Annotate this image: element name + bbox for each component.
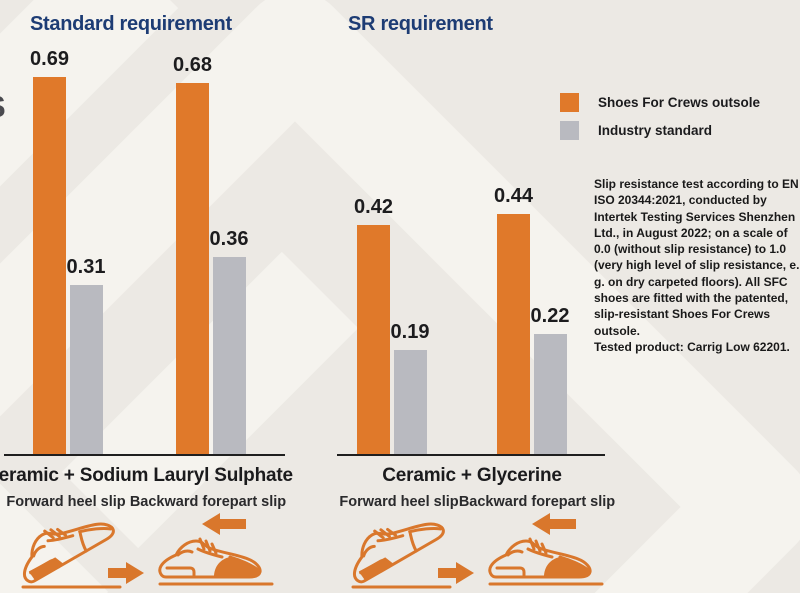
shoe-forward-heel-slip-icon bbox=[350, 512, 474, 589]
chart-title-sr-requirement: SR requirement bbox=[348, 13, 493, 35]
bar-value-label: 0.42 bbox=[354, 196, 393, 218]
chevron-band bbox=[0, 0, 179, 187]
arrow-right-icon bbox=[438, 562, 474, 584]
bar-industry-standard bbox=[69, 285, 103, 454]
note-text: Slip resistance test according to EN ISO… bbox=[594, 176, 800, 355]
forepart-sole-fill bbox=[544, 557, 591, 577]
bar-value-label: 0.31 bbox=[66, 256, 106, 278]
bar-shoes-for-crews bbox=[357, 225, 390, 454]
bar-value-label: 0.19 bbox=[390, 321, 430, 343]
shoe-backward-forepart-slip-icon bbox=[158, 513, 274, 586]
legend-item: Shoes For Crews outsole bbox=[560, 92, 760, 112]
surface-label-sodium-lauryl-sulphate: Ceramic + Sodium Lauryl Sulphate bbox=[0, 465, 293, 486]
shoe-forward-heel-slip-icon bbox=[20, 512, 144, 589]
note-tested-product: Tested product: Carrig Low 62201. bbox=[594, 339, 790, 354]
arrow-right-icon bbox=[108, 562, 144, 584]
test-label-forward-heel-slip: Forward heel slip bbox=[6, 494, 126, 510]
x-axis-line bbox=[4, 454, 285, 456]
bar-shoes-for-crews bbox=[497, 214, 530, 454]
bar-value-label: 0.22 bbox=[530, 305, 570, 327]
bar-value-label: 0.44 bbox=[494, 185, 533, 207]
bar-value-label: 0.69 bbox=[30, 48, 69, 70]
bar-industry-standard bbox=[533, 334, 567, 454]
edge-letter-fragment: S bbox=[0, 89, 6, 125]
legend: Shoes For Crews outsole Industry standar… bbox=[560, 92, 760, 148]
arrow-left-icon bbox=[202, 513, 246, 535]
heel-sole-fill bbox=[28, 557, 64, 581]
x-axis-line bbox=[337, 454, 605, 456]
heel-sole-fill bbox=[358, 557, 394, 581]
legend-label: Industry standard bbox=[598, 122, 713, 138]
legend-item: Industry standard bbox=[560, 120, 760, 140]
bar-value-label: 0.68 bbox=[173, 54, 212, 76]
forepart-sole-fill bbox=[214, 557, 261, 577]
bar-industry-standard bbox=[393, 350, 427, 454]
bar-shoes-for-crews bbox=[176, 83, 209, 454]
shoe-backward-forepart-slip-icon bbox=[488, 513, 604, 586]
chevron-band bbox=[61, 251, 359, 549]
legend-label: Shoes For Crews outsole bbox=[598, 94, 761, 110]
note-body: Slip resistance test according to EN ISO… bbox=[594, 177, 800, 338]
chart-title-standard-requirement: Standard requirement bbox=[30, 13, 232, 35]
legend-swatch-industry-standard bbox=[560, 120, 579, 140]
legend-swatch-shoes-for-crews bbox=[560, 92, 579, 112]
bar-value-label: 0.36 bbox=[209, 228, 249, 250]
chevron-band bbox=[0, 483, 109, 593]
bar-shoes-for-crews bbox=[33, 77, 66, 454]
arrow-left-icon bbox=[532, 513, 576, 535]
surface-label-glycerine: Ceramic + Glycerine bbox=[382, 465, 562, 486]
test-label-backward-forepart-slip: Backward forepart slip bbox=[129, 494, 287, 510]
bar-industry-standard bbox=[212, 257, 246, 454]
test-label-backward-forepart-slip: Backward forepart slip bbox=[458, 494, 616, 510]
test-label-forward-heel-slip: Forward heel slip bbox=[339, 494, 459, 510]
